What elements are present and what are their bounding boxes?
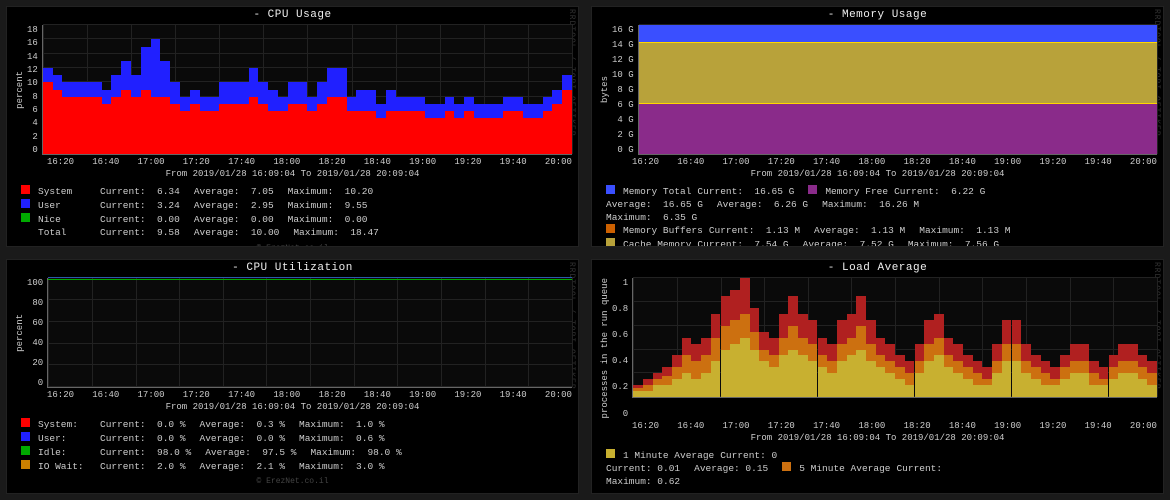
legend: System:Current: 0.0 %Average: 0.3 %Maxim…	[7, 416, 578, 477]
plot	[47, 278, 572, 388]
chart-load: processes in the run queue 10.80.60.40.2…	[592, 276, 1163, 418]
ylabel: percent	[13, 314, 27, 352]
timerange: From 2019/01/28 16:09:04 To 2019/01/28 2…	[592, 167, 1163, 183]
xaxis: 16:2016:4017:0017:2017:4018:0018:2018:40…	[7, 388, 578, 400]
timerange: From 2019/01/28 16:09:04 To 2019/01/28 2…	[7, 400, 578, 416]
plot	[638, 25, 1157, 155]
title-memory: - Memory Usage	[592, 7, 1163, 23]
yaxis: 10.80.60.40.20	[612, 278, 632, 418]
legend: 1 Minute AverageCurrent: 0Current: 0.01A…	[592, 447, 1163, 493]
title-cpu-usage: - CPU Usage	[7, 7, 578, 23]
timerange: From 2019/01/28 16:09:04 To 2019/01/28 2…	[592, 431, 1163, 447]
title-load: - Load Average	[592, 260, 1163, 276]
panel-cpu-util: RRDTOOL / TOBI OETIKER - CPU Utilization…	[6, 259, 579, 494]
xaxis: 16:2016:4017:0017:2017:4018:0018:2018:40…	[7, 155, 578, 167]
footer: © ErezNet.co.il	[7, 244, 578, 247]
ylabel: bytes	[598, 76, 612, 103]
xaxis: 16:2016:4017:0017:2017:4018:0018:2018:40…	[592, 419, 1163, 431]
legend: SystemCurrent: 6.34Average: 7.05Maximum:…	[7, 183, 578, 244]
footer: © ErezNet.co.il	[7, 477, 578, 487]
title-cpu-util: - CPU Utilization	[7, 260, 578, 276]
panel-memory: RRDTOOL / TOBI OETIKER - Memory Usage by…	[591, 6, 1164, 247]
ylabel: processes in the run queue	[598, 278, 612, 418]
panel-cpu-usage: RRDTOOL / TOBI OETIKER - CPU Usage perce…	[6, 6, 579, 247]
yaxis: 100806040200	[27, 278, 47, 388]
chart-cpu-usage: percent 181614121086420	[7, 23, 578, 155]
xaxis: 16:2016:4017:0017:2017:4018:0018:2018:40…	[592, 155, 1163, 167]
yaxis: 16 G14 G12 G10 G8 G6 G4 G2 G0 G	[612, 25, 638, 155]
timerange: From 2019/01/28 16:09:04 To 2019/01/28 2…	[7, 167, 578, 183]
chart-cpu-util: percent 100806040200	[7, 276, 578, 388]
yaxis: 181614121086420	[27, 25, 42, 155]
ylabel: percent	[13, 71, 27, 109]
plot	[42, 25, 572, 155]
panel-load: RRDTOOL / TOBI OETIKER - Load Average pr…	[591, 259, 1164, 494]
legend: Memory TotalCurrent: 16.65 GMemory FreeC…	[592, 183, 1163, 247]
chart-memory: bytes 16 G14 G12 G10 G8 G6 G4 G2 G0 G	[592, 23, 1163, 155]
plot	[632, 278, 1157, 398]
